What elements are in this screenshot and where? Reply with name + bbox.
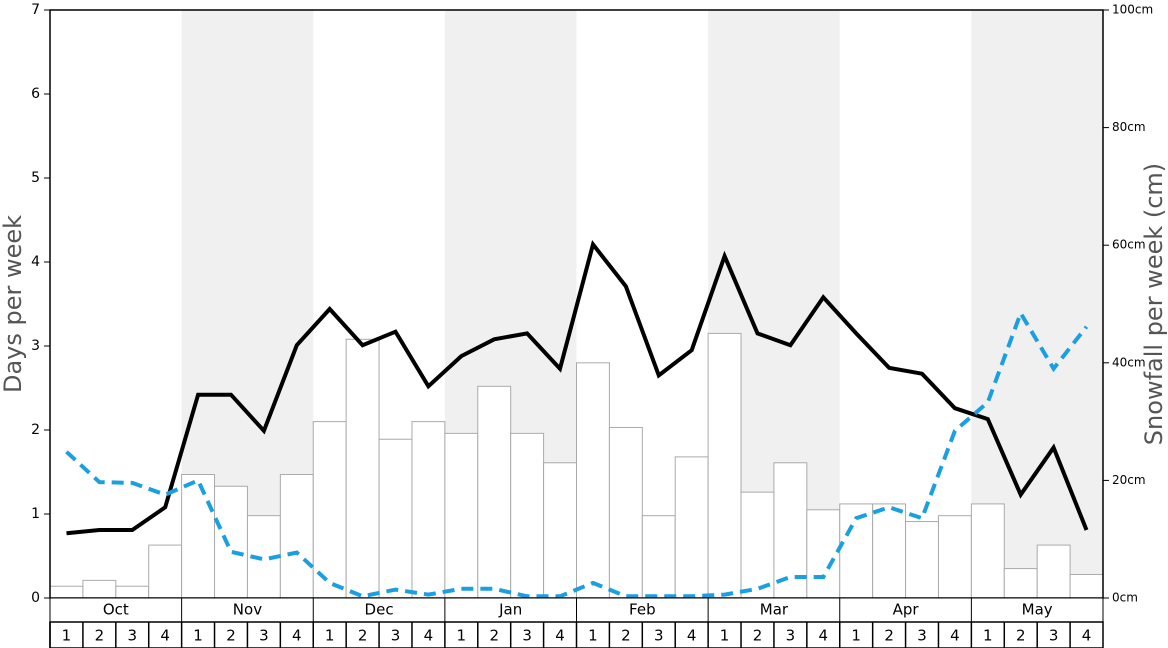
y-tick-label: 0: [31, 590, 40, 606]
x-tick-label: 3: [1049, 627, 1059, 645]
x-tick-label: 2: [358, 627, 368, 645]
y2-tick-label: 100cm: [1112, 3, 1153, 17]
x-tick-label: 2: [1016, 627, 1026, 645]
x-tick-label: 1: [193, 627, 203, 645]
month-label: Jan: [498, 601, 522, 619]
y2-tick-label: 20cm: [1112, 473, 1146, 487]
month-label: Dec: [365, 601, 394, 619]
bar: [411, 421, 446, 599]
x-tick-label: 4: [555, 627, 565, 645]
x-tick-label: 3: [522, 627, 532, 645]
bar: [576, 362, 610, 599]
x-tick-label: 1: [983, 627, 993, 645]
month-label: Feb: [629, 601, 656, 619]
bar: [970, 503, 1005, 599]
month-label: Apr: [893, 601, 920, 619]
bar: [674, 456, 709, 599]
y-tick-label: 2: [31, 422, 40, 438]
x-tick-label: 1: [457, 627, 467, 645]
y-tick-label: 7: [31, 2, 40, 18]
month-label: May: [1022, 601, 1053, 619]
y-tick-label: 4: [31, 254, 40, 270]
x-tick-label: 3: [786, 627, 796, 645]
dashed-line: [65, 308, 1089, 599]
y-tick-label: 6: [31, 86, 40, 102]
bar: [279, 474, 314, 599]
month-label: Oct: [103, 601, 129, 619]
x-tick-label: 1: [720, 627, 730, 645]
bar: [148, 544, 183, 599]
bar: [378, 438, 413, 599]
y-tick-label: 5: [31, 170, 40, 186]
x-tick-label: 2: [621, 627, 631, 645]
x-tick-label: 2: [226, 627, 236, 645]
x-tick-label: 2: [95, 627, 105, 645]
bar: [345, 338, 380, 599]
y2-axis-label: Snowfall per week (cm): [1140, 163, 1168, 445]
x-tick-label: 4: [687, 627, 697, 645]
x-tick-label: 4: [292, 627, 302, 645]
y-tick-label: 1: [31, 506, 40, 522]
bar: [115, 585, 150, 599]
bar: [806, 509, 841, 599]
x-tick-label: 3: [917, 627, 927, 645]
bar: [82, 579, 117, 599]
bar: [905, 521, 939, 599]
bar: [839, 503, 874, 599]
bar: [181, 474, 216, 599]
x-tick-label: 3: [127, 627, 137, 645]
bar: [1003, 568, 1038, 599]
y2-tick-label: 0cm: [1112, 591, 1138, 605]
bar: [1036, 544, 1071, 599]
x-tick-label: 4: [424, 627, 434, 645]
x-tick-label: 1: [851, 627, 861, 645]
bar: [608, 426, 643, 599]
x-tick-label: 2: [884, 627, 894, 645]
x-tick-label: 4: [160, 627, 170, 645]
bar: [872, 503, 907, 599]
x-tick-label: 1: [325, 627, 335, 645]
x-tick-label: 4: [1082, 627, 1092, 645]
bar: [49, 585, 84, 599]
month-label: Mar: [760, 601, 789, 619]
x-tick-label: 1: [588, 627, 598, 645]
line: [66, 240, 1089, 536]
bar: [937, 515, 972, 599]
bar: [1069, 573, 1104, 599]
bar: [740, 491, 775, 599]
x-tick-label: 3: [391, 627, 401, 645]
y2-tick-label: 60cm: [1112, 238, 1146, 252]
x-tick-label: 2: [489, 627, 499, 645]
bar: [312, 421, 347, 599]
y-tick-label: 3: [31, 338, 40, 354]
bar: [477, 385, 512, 599]
x-tick-label: 3: [259, 627, 269, 645]
y2-tick-label: 80cm: [1112, 120, 1146, 134]
bar: [510, 432, 545, 599]
x-tick-label: 2: [753, 627, 763, 645]
x-tick-label: 1: [62, 627, 72, 645]
x-tick-label: 3: [654, 627, 664, 645]
bar: [214, 485, 248, 599]
x-tick-label: 4: [950, 627, 960, 645]
month-label: Nov: [233, 601, 262, 619]
x-tick-label: 4: [819, 627, 829, 645]
bar: [707, 332, 742, 599]
y-axis-label: Days per week: [0, 215, 27, 393]
y2-tick-label: 40cm: [1112, 355, 1146, 369]
bar: [444, 432, 479, 599]
month-band: [971, 10, 1103, 598]
bar: [641, 515, 676, 599]
bar: [543, 462, 577, 599]
